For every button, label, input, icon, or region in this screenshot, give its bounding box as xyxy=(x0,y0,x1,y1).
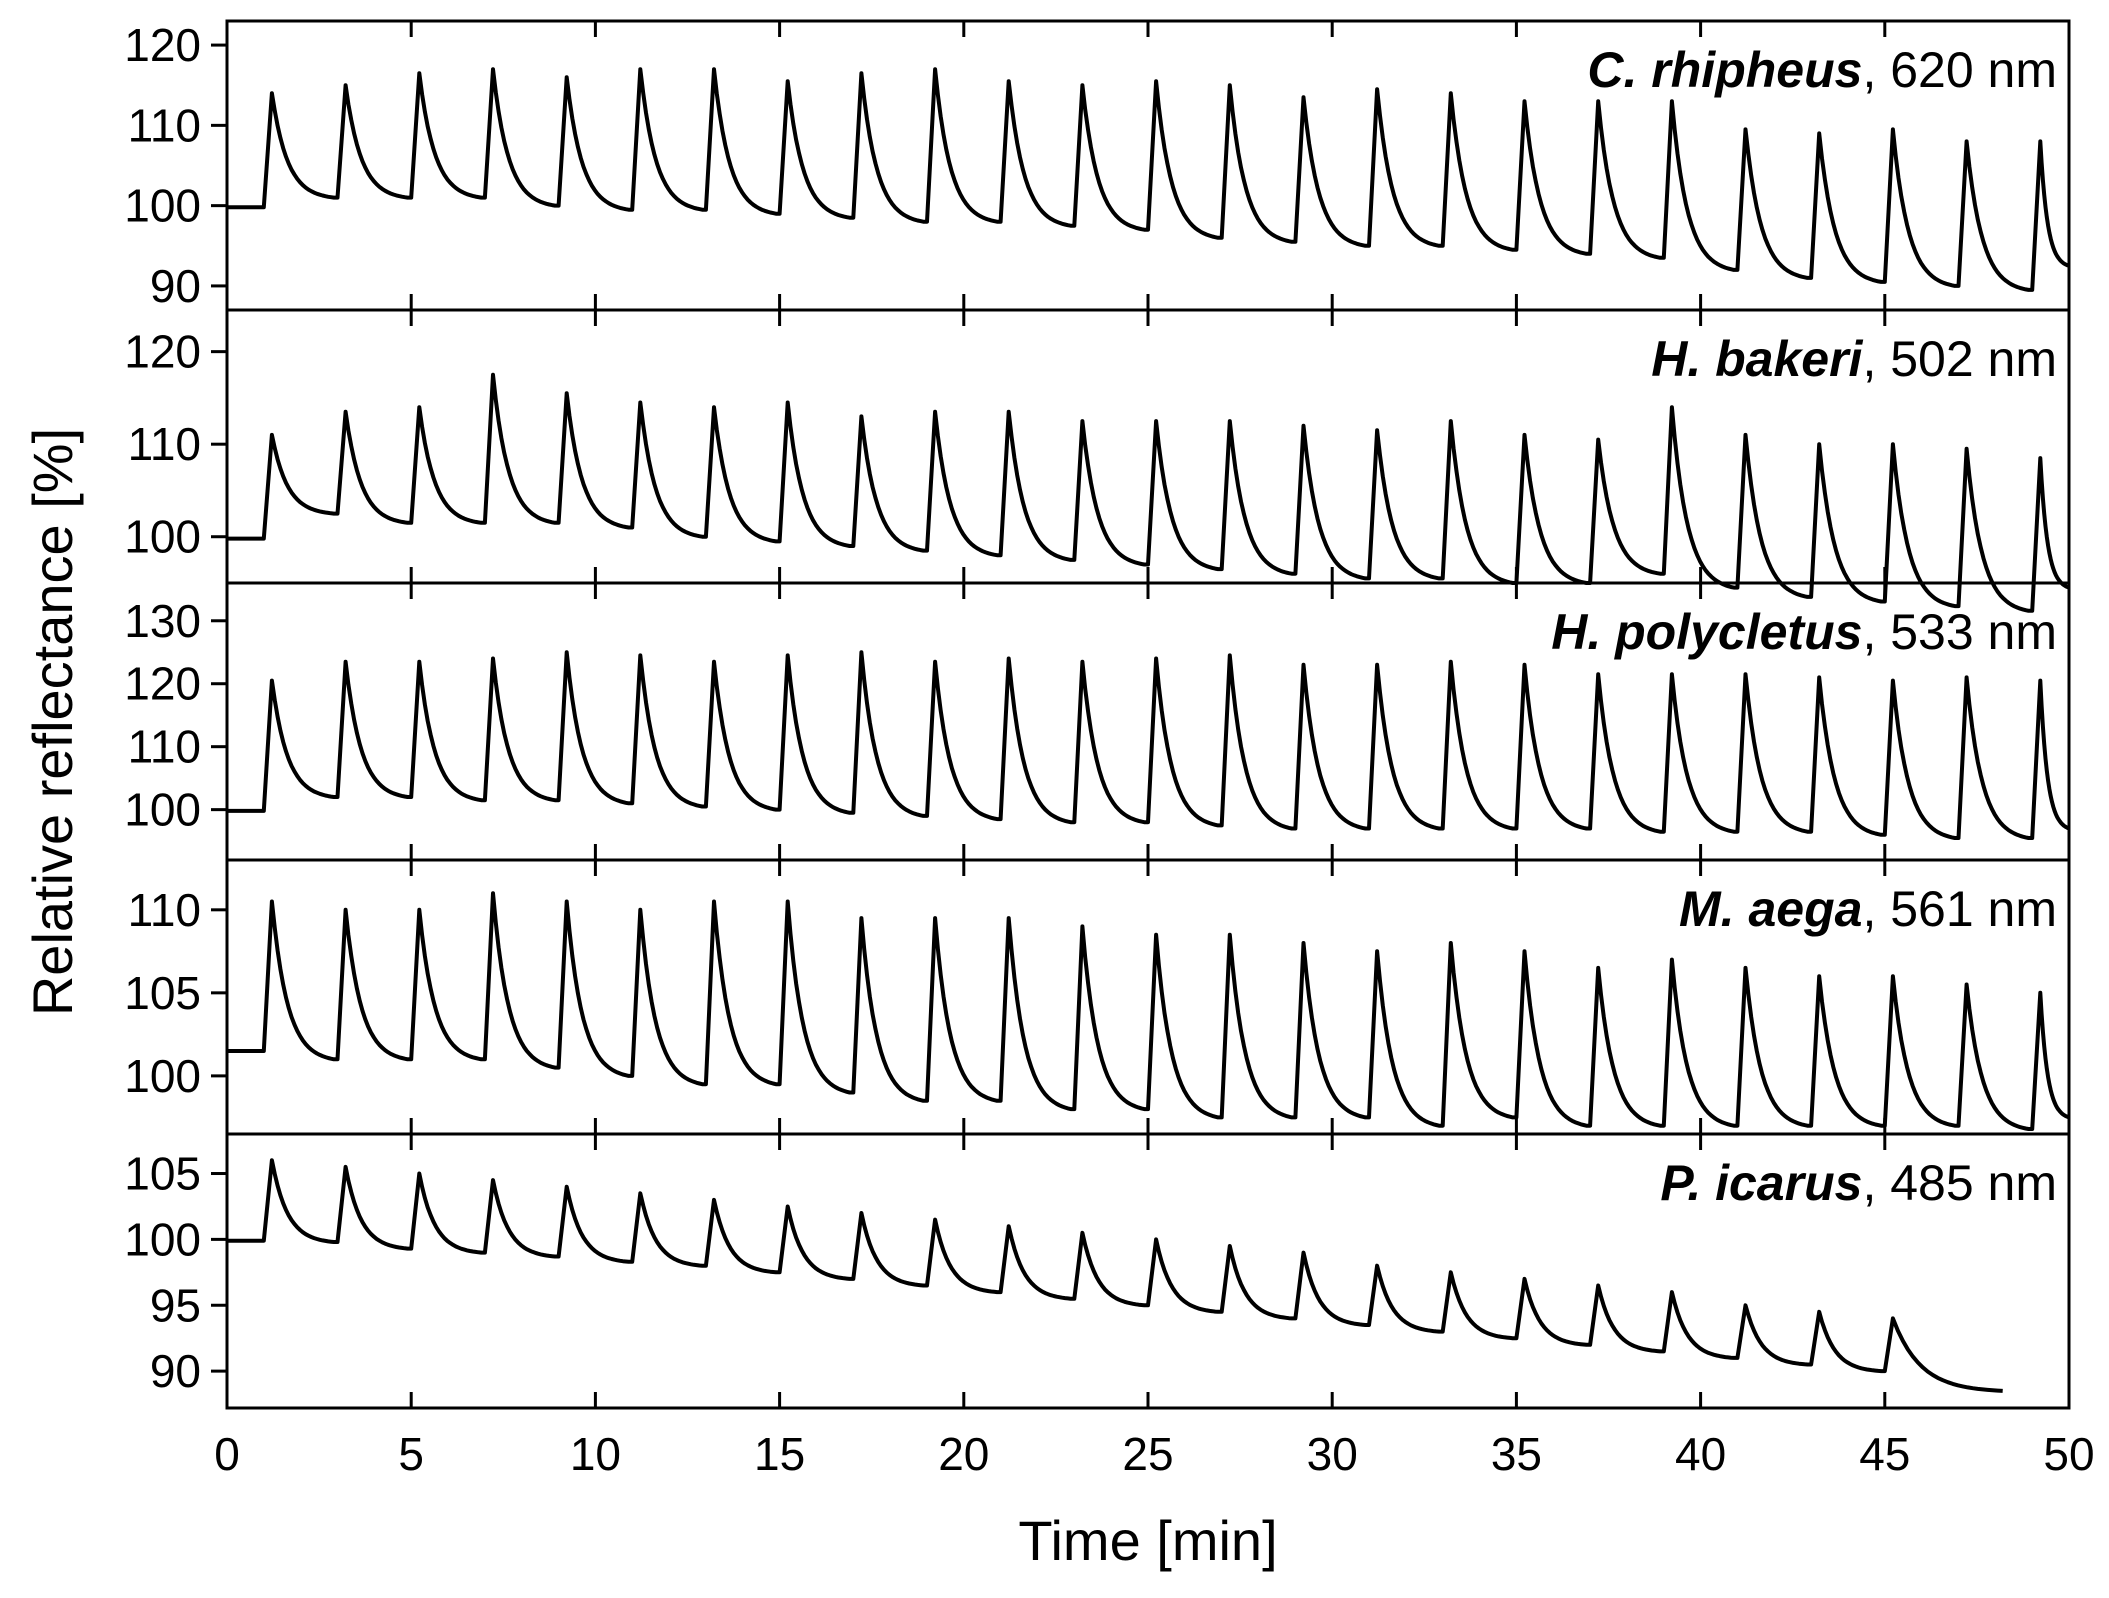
y-tick-label: 120 xyxy=(124,326,201,378)
y-tick-label: 95 xyxy=(150,1279,201,1331)
species-name: H. bakeri xyxy=(1651,331,1863,387)
series-line xyxy=(227,1158,2003,1393)
wavelength-label: , 502 nm xyxy=(1862,331,2057,387)
species-name: P. icarus xyxy=(1660,1155,1862,1211)
wavelength-label: , 533 nm xyxy=(1862,604,2057,660)
y-tick-label: 130 xyxy=(124,595,201,647)
wavelength-label: , 485 nm xyxy=(1862,1155,2057,1211)
panel-label: M. aega, 561 nm xyxy=(1679,881,2057,937)
species-name: M. aega xyxy=(1679,881,1862,937)
series-line xyxy=(227,891,2070,1131)
x-tick-label: 40 xyxy=(1675,1428,1726,1480)
y-tick-label: 100 xyxy=(124,1213,201,1265)
y-tick-label: 120 xyxy=(124,658,201,710)
series-line xyxy=(227,650,2070,840)
species-name: C. rhipheus xyxy=(1587,42,1862,98)
panel-label: P. icarus, 485 nm xyxy=(1660,1155,2057,1211)
wavelength-label: , 561 nm xyxy=(1862,881,2057,937)
y-tick-label: 105 xyxy=(124,967,201,1019)
panel-label: H. polycletus, 533 nm xyxy=(1551,604,2057,660)
series-line xyxy=(227,372,2070,613)
y-tick-label: 100 xyxy=(124,784,201,836)
y-tick-label: 90 xyxy=(150,1345,201,1397)
wavelength-label: , 620 nm xyxy=(1862,42,2057,98)
y-axis-title: Relative reflectance [%] xyxy=(21,428,84,1016)
y-tick-label: 120 xyxy=(124,19,201,71)
y-tick-label: 100 xyxy=(124,511,201,563)
x-tick-label: 30 xyxy=(1307,1428,1358,1480)
x-tick-label: 0 xyxy=(214,1428,240,1480)
y-tick-label: 105 xyxy=(124,1148,201,1200)
x-tick-label: 45 xyxy=(1859,1428,1910,1480)
x-tick-label: 25 xyxy=(1122,1428,1173,1480)
x-tick-label: 15 xyxy=(754,1428,805,1480)
panel-label: C. rhipheus, 620 nm xyxy=(1587,42,2057,98)
x-axis-title: Time [min] xyxy=(1018,1509,1277,1572)
y-tick-label: 110 xyxy=(128,99,201,151)
y-tick-label: 100 xyxy=(124,1050,201,1102)
panel-label: H. bakeri, 502 nm xyxy=(1651,331,2057,387)
x-tick-label: 10 xyxy=(570,1428,621,1480)
y-tick-label: 110 xyxy=(128,418,201,470)
y-tick-label: 110 xyxy=(128,721,201,773)
series-line xyxy=(227,67,2070,292)
y-tick-label: 110 xyxy=(128,884,201,936)
x-tick-label: 35 xyxy=(1491,1428,1542,1480)
y-tick-label: 90 xyxy=(150,260,201,312)
species-name: H. polycletus xyxy=(1551,604,1862,660)
x-tick-label: 20 xyxy=(938,1428,989,1480)
series-layer xyxy=(227,67,2070,1393)
x-tick-label: 50 xyxy=(2043,1428,2094,1480)
x-tick-label: 5 xyxy=(398,1428,424,1480)
y-tick-label: 100 xyxy=(124,180,201,232)
